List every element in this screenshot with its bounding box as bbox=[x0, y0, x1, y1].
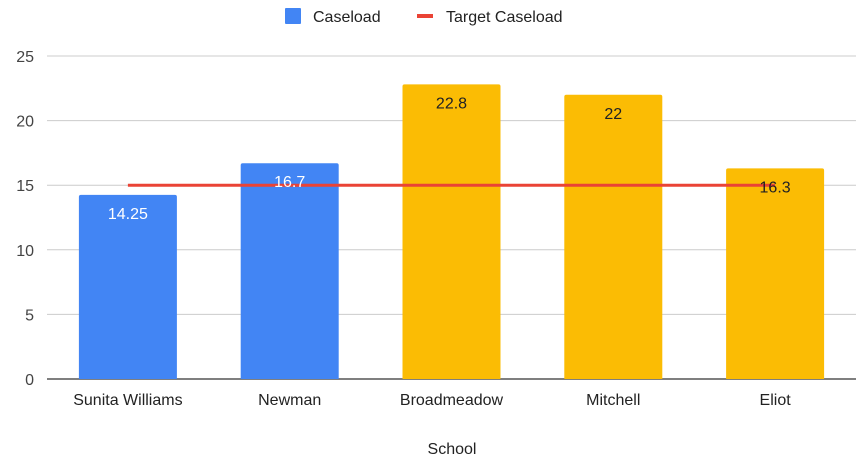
bar bbox=[78, 194, 177, 379]
data-labels: 14.25 16.7 22.8 22 16.3 bbox=[108, 95, 791, 222]
y-tick-label: 5 bbox=[25, 307, 34, 324]
y-tick-label: 20 bbox=[16, 114, 34, 131]
x-category-label: Eliot bbox=[760, 392, 792, 409]
bar bbox=[402, 84, 501, 379]
legend-label-caseload: Caseload bbox=[313, 9, 381, 26]
x-category-label: Sunita Williams bbox=[73, 392, 182, 409]
x-axis-title: School bbox=[428, 441, 477, 456]
bar bbox=[726, 168, 825, 379]
legend-label-target-caseload: Target Caseload bbox=[446, 9, 563, 26]
x-category-label: Mitchell bbox=[586, 392, 640, 409]
x-category-label: Broadmeadow bbox=[400, 392, 504, 409]
legend: Caseload Target Caseload bbox=[285, 8, 563, 26]
y-axis-ticks: 0 5 10 15 20 25 bbox=[16, 49, 34, 389]
y-tick-label: 25 bbox=[16, 49, 34, 66]
legend-swatch-target-caseload bbox=[417, 14, 433, 18]
data-label: 14.25 bbox=[108, 206, 148, 223]
legend-swatch-caseload bbox=[285, 8, 301, 24]
bars bbox=[78, 84, 825, 379]
x-category-label: Newman bbox=[258, 392, 321, 409]
y-tick-label: 10 bbox=[16, 243, 34, 260]
data-label: 16.3 bbox=[760, 179, 791, 196]
bar bbox=[240, 163, 339, 379]
y-tick-label: 15 bbox=[16, 178, 34, 195]
x-axis-categories: Sunita Williams Newman Broadmeadow Mitchell… bbox=[73, 392, 791, 409]
bar bbox=[564, 94, 663, 379]
y-tick-label: 0 bbox=[25, 372, 34, 389]
data-label: 22 bbox=[604, 106, 622, 123]
data-label: 22.8 bbox=[436, 95, 467, 112]
data-label: 16.7 bbox=[274, 174, 305, 191]
